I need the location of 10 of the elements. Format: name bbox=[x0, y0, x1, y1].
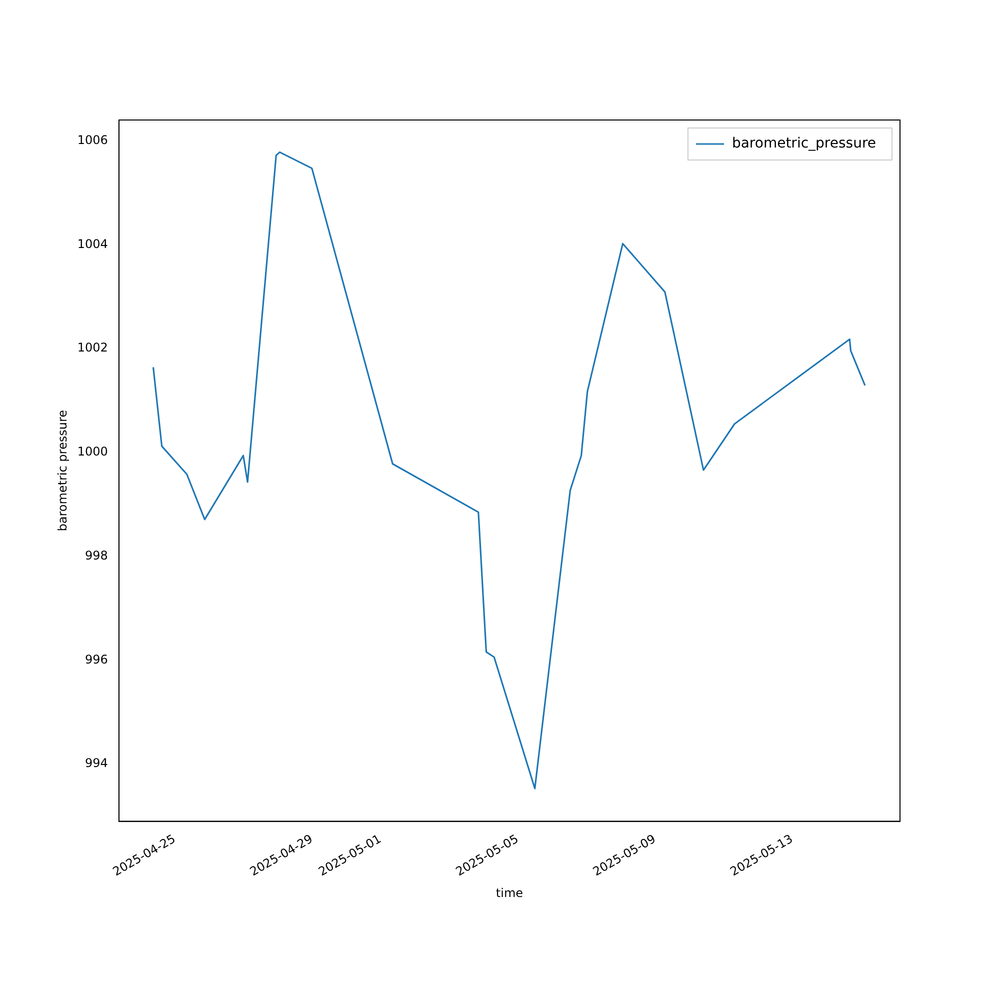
y-tick-label: 1004 bbox=[77, 236, 108, 251]
y-axis-title: barometric pressure bbox=[55, 410, 70, 532]
y-tick-label: 994 bbox=[85, 756, 108, 770]
y-tick-label: 1002 bbox=[77, 340, 108, 355]
x-axis-title: time bbox=[496, 886, 524, 900]
legend-label: barometric_pressure bbox=[732, 136, 876, 152]
y-tick-label: 998 bbox=[85, 548, 108, 562]
y-tick-label: 996 bbox=[85, 652, 108, 666]
y-tick-label: 1006 bbox=[77, 132, 108, 147]
y-tick-label: 1000 bbox=[77, 444, 108, 459]
